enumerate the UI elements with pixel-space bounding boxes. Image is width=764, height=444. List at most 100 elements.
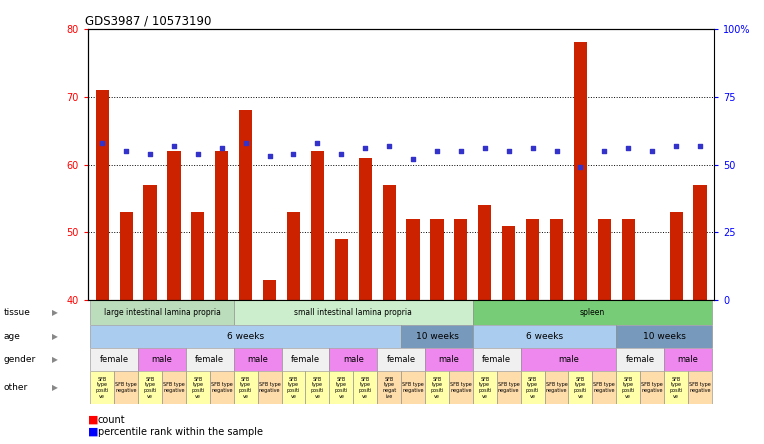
Point (526, 145, 539, 152)
Text: male: male (558, 355, 579, 365)
Point (215, 145, 228, 152)
Text: SFB
type
positi
ve: SFB type positi ve (478, 377, 491, 399)
Text: 10 weeks: 10 weeks (643, 332, 685, 341)
Bar (640, 372, 664, 404)
Text: SFB type
negative: SFB type negative (498, 382, 520, 393)
Point (359, 145, 371, 152)
Text: male: male (343, 355, 364, 365)
Point (335, 150, 348, 157)
Bar (287, 212, 300, 300)
Bar (186, 372, 210, 404)
Text: ▶: ▶ (52, 332, 58, 341)
Point (550, 147, 562, 155)
Text: SFB
type
positi
ve: SFB type positi ve (430, 377, 444, 399)
Bar (119, 212, 133, 300)
Text: ■: ■ (88, 415, 99, 424)
Bar (377, 348, 425, 372)
Point (575, 164, 587, 171)
Point (264, 153, 276, 160)
Text: female: female (387, 355, 416, 365)
Bar (401, 372, 425, 404)
Point (431, 147, 443, 155)
Text: 6 weeks: 6 weeks (227, 332, 264, 341)
Text: SFB type
negative: SFB type negative (211, 382, 233, 393)
Text: ▶: ▶ (52, 308, 58, 317)
Bar (550, 219, 563, 300)
Bar (191, 212, 205, 300)
Bar (694, 185, 707, 300)
Text: small intestinal lamina propria: small intestinal lamina propria (294, 308, 413, 317)
Bar (622, 219, 635, 300)
Text: female: female (196, 355, 225, 365)
Text: male: male (151, 355, 173, 365)
Bar (478, 205, 491, 300)
Bar (210, 372, 234, 404)
Bar (162, 372, 186, 404)
Text: SFB
type
positi
ve: SFB type positi ve (526, 377, 539, 399)
Bar (664, 348, 712, 372)
Bar (669, 212, 683, 300)
Point (622, 145, 634, 152)
Bar (234, 372, 257, 404)
Text: male: male (678, 355, 698, 365)
Point (287, 150, 299, 157)
Bar (311, 151, 324, 300)
Text: 10 weeks: 10 weeks (416, 332, 458, 341)
Bar (617, 348, 664, 372)
Bar (353, 372, 377, 404)
Text: SFB
type
positi
ve: SFB type positi ve (335, 377, 348, 399)
Bar (329, 348, 377, 372)
Text: spleen: spleen (580, 308, 605, 317)
Bar (449, 372, 473, 404)
Text: male: male (248, 355, 268, 365)
Text: SFB
type
positi
ve: SFB type positi ve (191, 377, 205, 399)
Point (479, 145, 491, 152)
Bar (90, 372, 114, 404)
Text: SFB
type
positi
ve: SFB type positi ve (669, 377, 683, 399)
Bar (568, 372, 592, 404)
Point (192, 150, 204, 157)
Point (598, 147, 610, 155)
Text: SFB
type
negat
ive: SFB type negat ive (382, 377, 397, 399)
Text: SFB
type
positi
ve: SFB type positi ve (96, 377, 109, 399)
Text: 6 weeks: 6 weeks (526, 332, 563, 341)
Bar (138, 348, 186, 372)
Bar (144, 185, 157, 300)
Bar (186, 348, 234, 372)
Bar (282, 372, 306, 404)
Text: gender: gender (4, 355, 36, 365)
Bar (90, 348, 138, 372)
Point (455, 147, 467, 155)
Point (670, 142, 682, 149)
Point (383, 142, 395, 149)
Bar (473, 300, 712, 325)
Text: SFB
type
positi
ve: SFB type positi ve (358, 377, 372, 399)
Text: SFB type
negative: SFB type negative (641, 382, 663, 393)
Text: other: other (4, 383, 28, 392)
Bar (688, 372, 712, 404)
Point (646, 147, 659, 155)
Text: SFB
type
positi
ve: SFB type positi ve (311, 377, 324, 399)
Bar (377, 372, 401, 404)
Point (503, 147, 515, 155)
Bar (282, 348, 329, 372)
Bar (520, 348, 617, 372)
Bar (473, 348, 520, 372)
Text: SFB type
negative: SFB type negative (163, 382, 185, 393)
Point (120, 147, 132, 155)
Bar (617, 372, 640, 404)
Point (96, 139, 108, 147)
Text: female: female (99, 355, 128, 365)
Bar (646, 300, 659, 443)
Bar (406, 219, 419, 300)
Bar (167, 151, 180, 300)
Text: SFB
type
positi
ve: SFB type positi ve (286, 377, 300, 399)
Bar (306, 372, 329, 404)
Bar (425, 348, 473, 372)
Bar (234, 348, 282, 372)
Text: SFB
type
positi
ve: SFB type positi ve (144, 377, 157, 399)
Point (240, 139, 252, 147)
Bar (138, 372, 162, 404)
Text: ▶: ▶ (52, 355, 58, 365)
Bar (545, 372, 568, 404)
